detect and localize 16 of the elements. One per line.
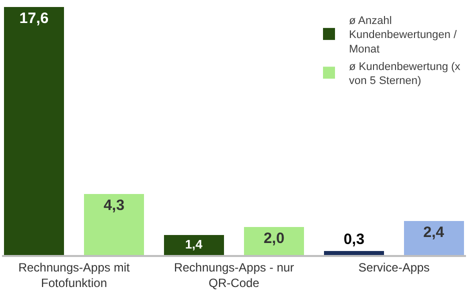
bar: [404, 221, 464, 255]
legend-label: ø Kundenbewertung (x von 5 Sternen): [349, 60, 461, 88]
data-label: 4,3: [104, 197, 124, 214]
bar: [164, 235, 224, 255]
bar: [324, 251, 384, 255]
data-label: 2,0: [264, 230, 284, 247]
data-label: 2,4: [423, 224, 445, 241]
x-tick-label: Rechnungs-Apps mit Fotofunktion: [18, 260, 130, 290]
data-label: 17,6: [19, 10, 49, 27]
x-tick-label: Service-Apps: [358, 260, 430, 274]
x-tick-label: Rechnungs-Apps - nur QR-Code: [174, 260, 294, 290]
data-label: 0,3: [344, 231, 364, 248]
bar: [84, 194, 144, 255]
bar: [244, 227, 304, 255]
bar: [4, 7, 64, 255]
data-label: 1,4: [185, 238, 202, 252]
